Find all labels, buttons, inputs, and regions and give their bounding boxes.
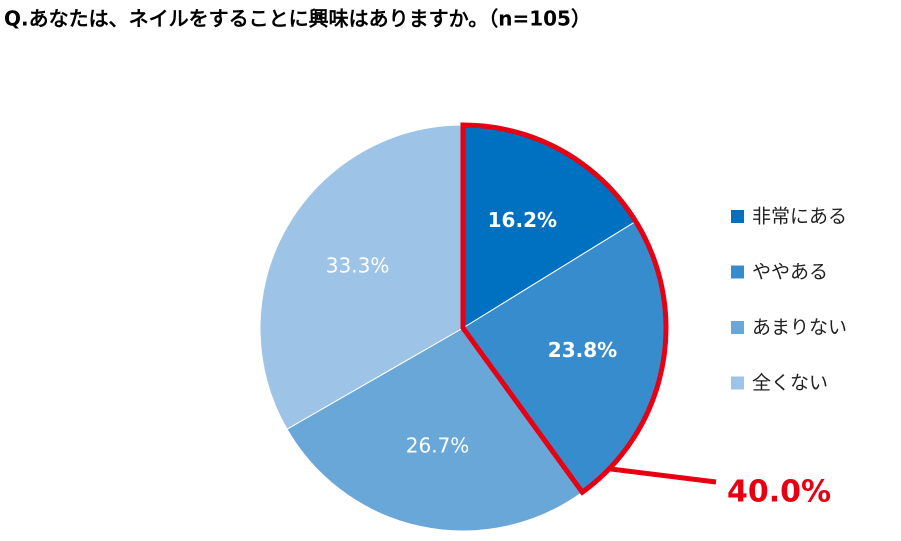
legend-label: あまりない — [752, 317, 847, 339]
highlight-outline — [460, 122, 669, 496]
data-label: 23.8% — [548, 338, 617, 362]
annotation-label: 40.0% — [727, 475, 831, 510]
pie-slice — [259, 124, 464, 430]
legend-swatch — [731, 210, 744, 223]
legend-swatch — [731, 265, 744, 279]
legend-label: 非常にある — [752, 206, 847, 228]
legend-swatch — [731, 376, 744, 390]
legend-swatch — [731, 321, 744, 334]
data-label: 16.2% — [488, 208, 557, 232]
chart-title: Q.あなたは、ネイルをすることに興味はありますか。（n=105） — [4, 7, 591, 31]
legend-label: 全くない — [752, 372, 828, 394]
pie-slice — [286, 327, 584, 532]
annotation-leader — [608, 466, 717, 485]
data-label: 26.7% — [406, 434, 470, 458]
data-label: 33.3% — [326, 253, 390, 277]
legend-label: ややある — [752, 261, 828, 283]
